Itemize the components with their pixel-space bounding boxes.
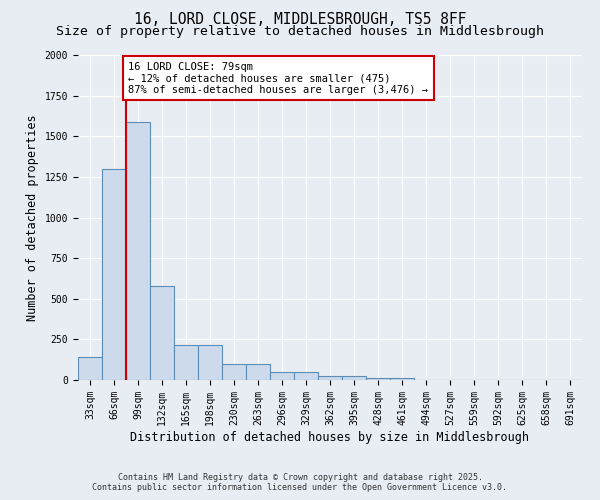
Text: Contains HM Land Registry data © Crown copyright and database right 2025.
Contai: Contains HM Land Registry data © Crown c… bbox=[92, 473, 508, 492]
Bar bbox=[342, 376, 366, 380]
Bar bbox=[174, 345, 198, 380]
Text: Size of property relative to detached houses in Middlesbrough: Size of property relative to detached ho… bbox=[56, 25, 544, 38]
Bar bbox=[126, 122, 150, 380]
Bar bbox=[246, 364, 270, 380]
Bar bbox=[102, 169, 126, 380]
Text: 16 LORD CLOSE: 79sqm
← 12% of detached houses are smaller (475)
87% of semi-deta: 16 LORD CLOSE: 79sqm ← 12% of detached h… bbox=[128, 62, 428, 94]
Bar bbox=[150, 286, 174, 380]
Bar bbox=[294, 372, 318, 380]
Y-axis label: Number of detached properties: Number of detached properties bbox=[26, 114, 39, 321]
Bar bbox=[366, 378, 390, 380]
Bar bbox=[222, 364, 246, 380]
Text: 16, LORD CLOSE, MIDDLESBROUGH, TS5 8FF: 16, LORD CLOSE, MIDDLESBROUGH, TS5 8FF bbox=[134, 12, 466, 28]
Bar bbox=[318, 376, 342, 380]
X-axis label: Distribution of detached houses by size in Middlesbrough: Distribution of detached houses by size … bbox=[131, 430, 530, 444]
Bar bbox=[390, 378, 414, 380]
Bar bbox=[270, 372, 294, 380]
Bar bbox=[78, 357, 102, 380]
Bar bbox=[198, 345, 222, 380]
